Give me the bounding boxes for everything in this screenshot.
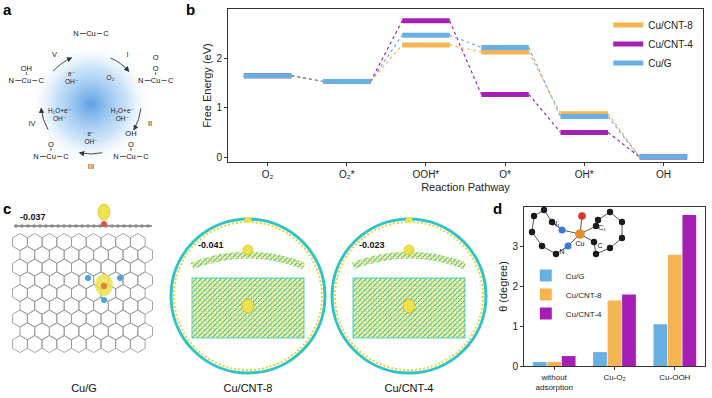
svg-text:θ (degree): θ (degree) (497, 261, 509, 312)
svg-text:Cu: Cu (576, 240, 585, 247)
svg-text:V: V (52, 50, 57, 59)
svg-text:N: N (113, 152, 118, 161)
svg-text:OH⁻: OH⁻ (53, 115, 66, 122)
svg-text:Cu: Cu (126, 152, 136, 161)
svg-text:II: II (148, 119, 152, 128)
svg-text:Reaction Pathway: Reaction Pathway (421, 181, 510, 193)
svg-text:Cu: Cu (151, 76, 161, 85)
svg-text:O*: O* (499, 169, 511, 180)
svg-text:2: 2 (512, 281, 518, 292)
svg-text:C: C (168, 76, 174, 85)
svg-text:OH: OH (656, 169, 671, 180)
svg-text:Cu/G: Cu/G (71, 382, 97, 394)
svg-text:C: C (63, 152, 69, 161)
svg-text:Cu/G: Cu/G (648, 58, 672, 69)
svg-text:OH⁻: OH⁻ (84, 138, 97, 145)
svg-text:Cu/CNT-8: Cu/CNT-8 (566, 291, 602, 300)
svg-text:N: N (33, 152, 38, 161)
svg-text:withoutadsorption: withoutadsorption (535, 373, 572, 392)
svg-text:OH: OH (125, 129, 136, 138)
svg-text:Cu/CNT-4: Cu/CNT-4 (566, 310, 602, 319)
svg-text:N: N (73, 29, 78, 38)
svg-text:C: C (103, 29, 109, 38)
svg-text:OH⁻: OH⁻ (116, 115, 129, 122)
svg-text:Cu/CNT-4: Cu/CNT-4 (385, 382, 434, 394)
svg-text:-0.041: -0.041 (198, 240, 224, 250)
svg-text:0: 0 (216, 152, 222, 163)
svg-text:Cu/CNT-8: Cu/CNT-8 (224, 382, 273, 394)
svg-text:O: O (128, 140, 134, 149)
svg-text:3: 3 (512, 241, 518, 252)
svg-text:e⁻: e⁻ (87, 130, 94, 137)
svg-text:Cu: Cu (22, 76, 32, 85)
svg-text:Cu/G: Cu/G (566, 272, 585, 281)
svg-text:I: I (126, 50, 128, 59)
svg-text:O₂*: O₂* (339, 169, 355, 180)
svg-text:O: O (48, 140, 54, 149)
svg-text:Free Energy (eV): Free Energy (eV) (201, 43, 213, 127)
svg-text:Cu-O₂: Cu-O₂ (603, 373, 625, 382)
svg-text:IV: IV (28, 119, 35, 128)
svg-text:N: N (9, 76, 14, 85)
html-text:b: b (186, 1, 196, 18)
svg-text:H₂O+e⁻: H₂O+e⁻ (111, 107, 134, 114)
svg-text:OH⁻: OH⁻ (65, 78, 78, 85)
svg-text:2: 2 (216, 53, 222, 64)
svg-text:C: C (143, 152, 149, 161)
svg-text:H₂O+e⁻: H₂O+e⁻ (48, 107, 71, 114)
svg-text:O: O (153, 53, 159, 62)
svg-text:Cu-OOH: Cu-OOH (659, 373, 690, 382)
html-text:d: d (493, 200, 503, 217)
svg-text:1: 1 (512, 321, 518, 332)
svg-text:N: N (559, 248, 564, 255)
svg-text:N: N (138, 76, 143, 85)
svg-text:OOH*: OOH* (413, 169, 440, 180)
svg-text:OH: OH (21, 64, 32, 73)
svg-text:-0.023: -0.023 (359, 240, 385, 250)
html-text:a: a (3, 1, 12, 18)
svg-text:e⁻: e⁻ (68, 70, 75, 77)
svg-text:OH*: OH* (575, 169, 594, 180)
svg-text:O: O (153, 64, 159, 73)
svg-text:N₁: N₁ (552, 220, 560, 227)
svg-text:O₂: O₂ (262, 169, 274, 180)
svg-text:Cu: Cu (86, 29, 96, 38)
svg-text:C₁: C₁ (598, 224, 606, 231)
html-text:c: c (3, 200, 12, 217)
svg-text:1: 1 (216, 102, 222, 113)
svg-text:C: C (597, 242, 602, 249)
svg-text:Cu/CNT-4: Cu/CNT-4 (648, 39, 693, 50)
svg-text:III: III (88, 162, 94, 171)
svg-text:Cu: Cu (46, 152, 56, 161)
svg-text:-0.037: -0.037 (20, 212, 46, 222)
svg-text:0: 0 (512, 361, 518, 372)
svg-text:Cu/CNT-8: Cu/CNT-8 (648, 20, 693, 31)
svg-text:O₂: O₂ (107, 74, 115, 81)
svg-text:C: C (39, 76, 45, 85)
